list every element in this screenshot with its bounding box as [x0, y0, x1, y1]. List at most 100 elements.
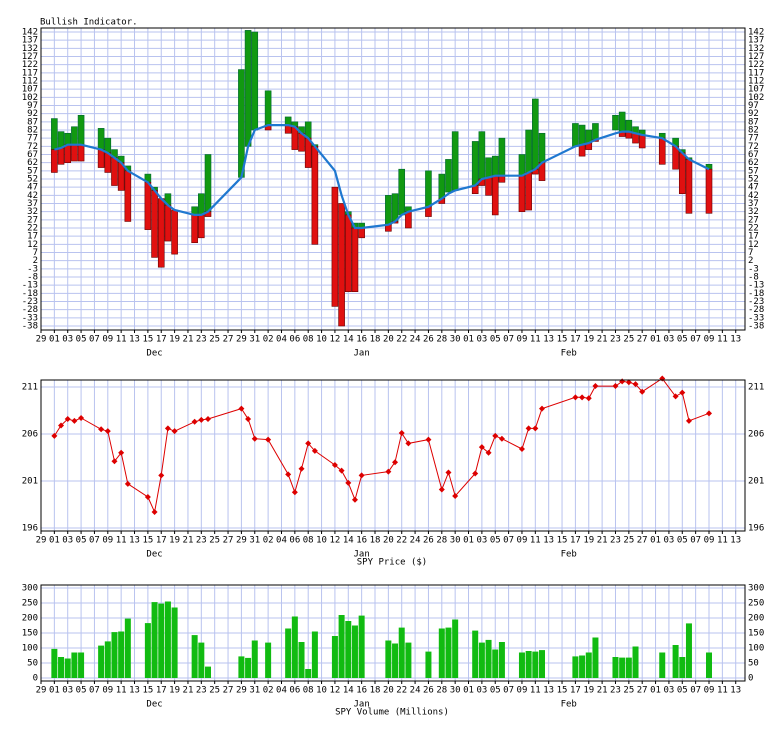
x-tick-label: 13 [543, 686, 554, 696]
x-tick-label: 21 [597, 335, 608, 345]
y-tick-label: 142 [22, 28, 38, 38]
price-marker [331, 462, 338, 469]
bearish-bar [678, 152, 686, 195]
x-tick-label: 29 [36, 686, 47, 696]
volume-bar [392, 643, 399, 678]
y-tick-label: 50 [748, 659, 759, 669]
price-marker [305, 440, 312, 447]
x-tick-label: 06 [289, 536, 300, 546]
y-tick-label: 52 [748, 175, 759, 185]
price-marker [592, 383, 599, 390]
bearish-bar [638, 134, 646, 149]
x-tick-label: 07 [89, 536, 100, 546]
y-tick-label: 150 [748, 629, 764, 639]
price-marker [251, 435, 258, 442]
y-tick-label: 92 [748, 109, 759, 119]
volume-bar [438, 628, 445, 678]
x-tick-label: 28 [436, 335, 447, 345]
x-tick-label: 05 [677, 335, 688, 345]
x-tick-label: 11 [116, 335, 127, 345]
x-tick-label: 09 [704, 686, 715, 696]
x-tick-label: 20 [383, 536, 394, 546]
bullish-bar [538, 132, 546, 163]
price-marker [625, 379, 632, 386]
x-tick-label: 13 [543, 536, 554, 546]
x-tick-label: 24 [410, 536, 421, 546]
bullish-bar [612, 115, 619, 131]
x-tick-label: 11 [717, 536, 728, 546]
x-tick-label: 19 [169, 686, 180, 696]
volume-bar [291, 616, 298, 678]
price-marker [64, 415, 71, 422]
y-tick-label: 97 [27, 101, 38, 111]
x-tick-label: 23 [196, 536, 207, 546]
bullish-bar [71, 126, 78, 145]
x-tick-label: 14 [343, 686, 354, 696]
volume-bar [151, 602, 158, 678]
volume-bar [539, 650, 545, 678]
y-tick-label: 200 [22, 614, 38, 624]
price-marker [291, 489, 298, 496]
x-tick-label: 19 [583, 686, 594, 696]
bullish-bar [578, 124, 586, 145]
x-tick-label: 23 [196, 686, 207, 696]
y-tick-label: -8 [27, 273, 38, 283]
bearish-bar [578, 144, 586, 157]
bullish-bar [485, 157, 492, 178]
x-tick-label: 16 [356, 335, 367, 345]
volume-bar [385, 640, 392, 678]
price-marker [158, 472, 165, 479]
x-tick-label: 30 [450, 335, 461, 345]
price-marker [445, 469, 452, 476]
y-tick-label: 132 [748, 44, 764, 54]
y-tick-label: 112 [748, 77, 764, 87]
y-tick-label: 47 [748, 183, 759, 193]
y-tick-label: -33 [748, 313, 764, 323]
volume-bar [111, 632, 118, 678]
bullish-bar [438, 173, 446, 199]
price-marker [265, 436, 272, 443]
volume-bar [492, 649, 499, 678]
bullish-bar [491, 155, 499, 177]
x-tick-label: 04 [276, 536, 287, 546]
price-marker [51, 432, 58, 439]
x-tick-label: 25 [623, 335, 634, 345]
y-tick-label: 102 [22, 93, 38, 103]
bearish-bar [51, 149, 58, 173]
x-tick-label: 05 [490, 686, 501, 696]
y-tick-label: 77 [27, 134, 38, 144]
bearish-bar [57, 147, 65, 165]
price-marker [492, 432, 499, 439]
x-tick-label: 07 [503, 335, 514, 345]
x-tick-label: 30 [450, 686, 461, 696]
x-tick-label: 30 [450, 536, 461, 546]
x-tick-label: 12 [329, 536, 340, 546]
bullish-bar [57, 131, 65, 149]
x-tick-label: 31 [249, 335, 260, 345]
volume-bar [585, 652, 592, 678]
volume-bar [659, 652, 666, 678]
bullish-bar [445, 159, 452, 193]
x-tick-label: 09 [704, 335, 715, 345]
y-tick-label: -28 [22, 305, 38, 315]
x-tick-label: 01 [650, 536, 661, 546]
bearish-bar [405, 211, 412, 229]
y-tick-label: 117 [748, 68, 764, 78]
y-tick-label: 137 [748, 36, 764, 46]
x-tick-label: 05 [677, 536, 688, 546]
price-marker [351, 496, 358, 503]
volume-bar [58, 657, 65, 678]
price-marker [191, 418, 198, 425]
bearish-bar [658, 137, 666, 165]
volume-bar [305, 669, 312, 678]
y-tick-label: 27 [748, 215, 759, 225]
volume-bar [338, 615, 345, 678]
y-tick-label: 17 [27, 232, 38, 242]
volume-bar [118, 631, 125, 678]
bullish-bar [592, 123, 599, 141]
plot-frame [40, 379, 746, 532]
x-axis-label: SPY Price ($) [357, 558, 427, 568]
volume-bar [351, 625, 358, 678]
x-tick-label: 03 [476, 686, 487, 696]
